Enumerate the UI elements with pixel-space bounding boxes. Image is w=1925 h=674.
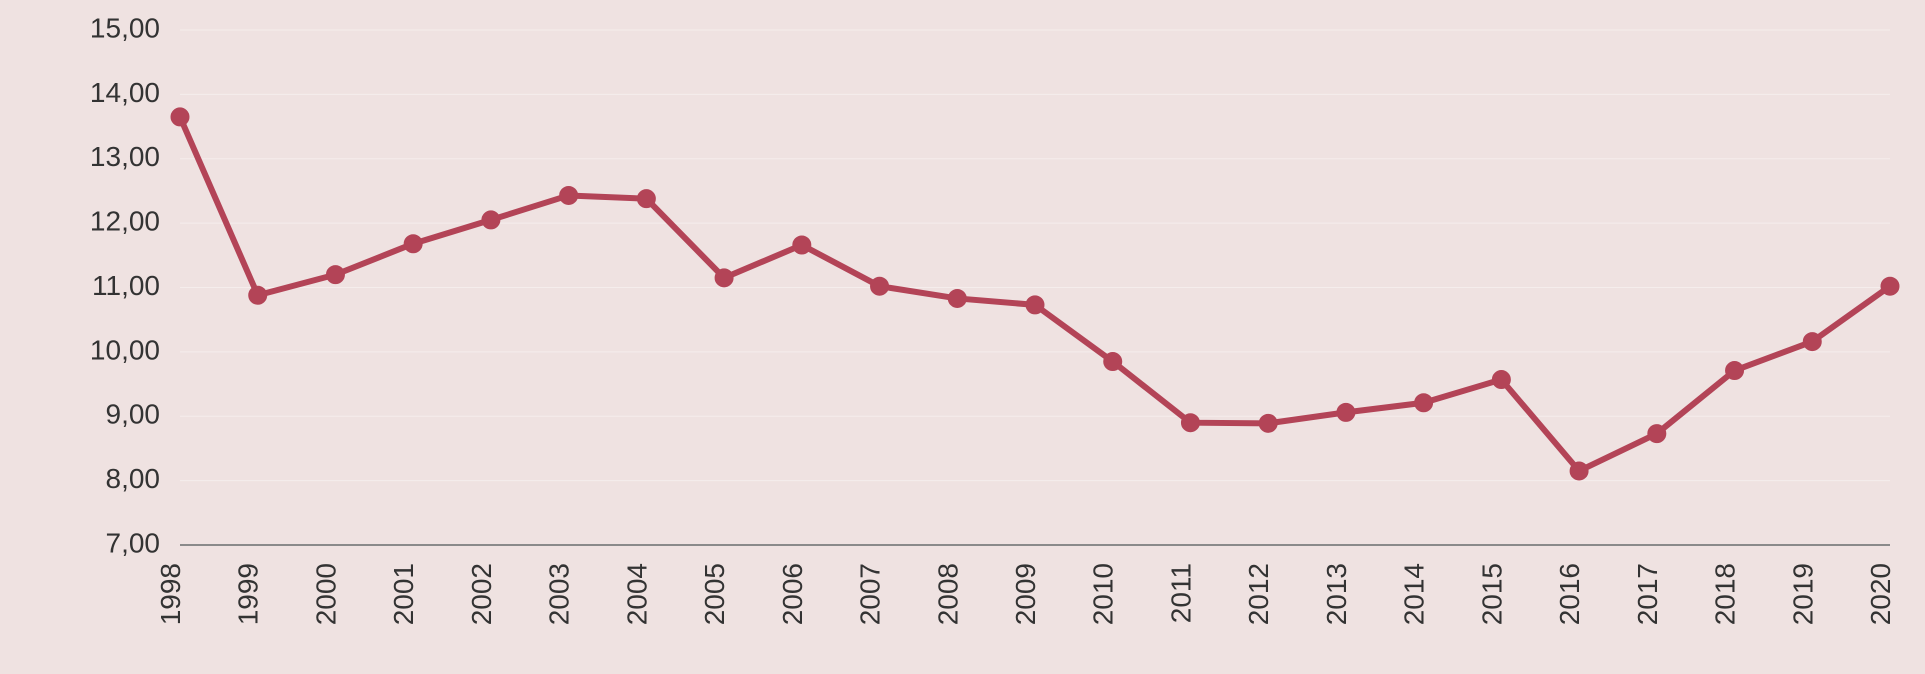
y-tick-label: 8,00 xyxy=(106,463,161,494)
x-tick-label: 2018 xyxy=(1710,563,1741,625)
data-point xyxy=(171,108,189,126)
x-tick-label: 2000 xyxy=(310,563,341,625)
data-point xyxy=(1726,362,1744,380)
data-point xyxy=(1259,414,1277,432)
x-tick-label: 2011 xyxy=(1165,563,1196,623)
x-axis: 1998 1999 2000 2001 2002 2003 2004 2005 2006 2007… xyxy=(155,563,1896,625)
data-point xyxy=(1648,425,1666,443)
data-point xyxy=(948,289,966,307)
x-tick-label: 2007 xyxy=(855,563,886,625)
x-tick-label: 2019 xyxy=(1787,563,1818,625)
x-tick-label: 2010 xyxy=(1088,563,1119,625)
x-tick-label: 2013 xyxy=(1321,563,1352,625)
x-tick-label: 2008 xyxy=(932,563,963,625)
x-tick-label: 2015 xyxy=(1476,563,1507,625)
x-tick-label: 2005 xyxy=(699,563,730,625)
y-tick-label: 15,00 xyxy=(90,12,160,43)
x-tick-label: 2016 xyxy=(1554,563,1585,625)
y-axis: 7,00 8,00 9,00 10,00 11,00 12,00 13,00 14,00 15,… xyxy=(90,12,160,558)
data-point xyxy=(1104,353,1122,371)
x-tick-label: 2017 xyxy=(1632,563,1663,625)
y-tick-label: 9,00 xyxy=(106,399,161,430)
data-point xyxy=(1803,333,1821,351)
y-tick-label: 10,00 xyxy=(90,334,160,365)
data-point xyxy=(1415,394,1433,412)
data-point xyxy=(560,186,578,204)
y-tick-label: 12,00 xyxy=(90,206,160,237)
data-point xyxy=(637,190,655,208)
x-tick-label: 2020 xyxy=(1865,563,1896,625)
line-chart: 7,00 8,00 9,00 10,00 11,00 12,00 13,00 14,00 15,… xyxy=(0,0,1925,674)
x-tick-label: 2002 xyxy=(466,563,497,625)
x-tick-label: 2004 xyxy=(621,563,652,625)
data-point xyxy=(404,235,422,253)
data-point xyxy=(1881,277,1899,295)
x-tick-label: 2009 xyxy=(1010,563,1041,625)
data-point xyxy=(326,266,344,284)
gridlines xyxy=(180,30,1890,481)
data-point xyxy=(1337,403,1355,421)
x-tick-label: 2014 xyxy=(1399,563,1430,625)
series-line xyxy=(180,117,1890,471)
chart-canvas: 7,00 8,00 9,00 10,00 11,00 12,00 13,00 14,00 15,… xyxy=(0,0,1925,674)
data-point xyxy=(1492,371,1510,389)
data-point xyxy=(871,277,889,295)
data-point xyxy=(715,269,733,287)
y-tick-label: 14,00 xyxy=(90,77,160,108)
series-markers xyxy=(171,108,1899,480)
data-point xyxy=(1026,296,1044,314)
data-point xyxy=(793,236,811,254)
data-point xyxy=(249,286,267,304)
data-point xyxy=(1181,414,1199,432)
x-tick-label: 1998 xyxy=(155,563,186,625)
y-tick-label: 7,00 xyxy=(106,527,161,558)
y-tick-label: 13,00 xyxy=(90,141,160,172)
x-tick-label: 2006 xyxy=(777,563,808,625)
x-tick-label: 2001 xyxy=(388,563,419,625)
x-tick-label: 2012 xyxy=(1243,563,1274,625)
data-point xyxy=(482,211,500,229)
data-point xyxy=(1570,462,1588,480)
x-tick-label: 2003 xyxy=(544,563,575,625)
y-tick-label: 11,00 xyxy=(92,270,160,301)
x-tick-label: 1999 xyxy=(233,563,264,625)
